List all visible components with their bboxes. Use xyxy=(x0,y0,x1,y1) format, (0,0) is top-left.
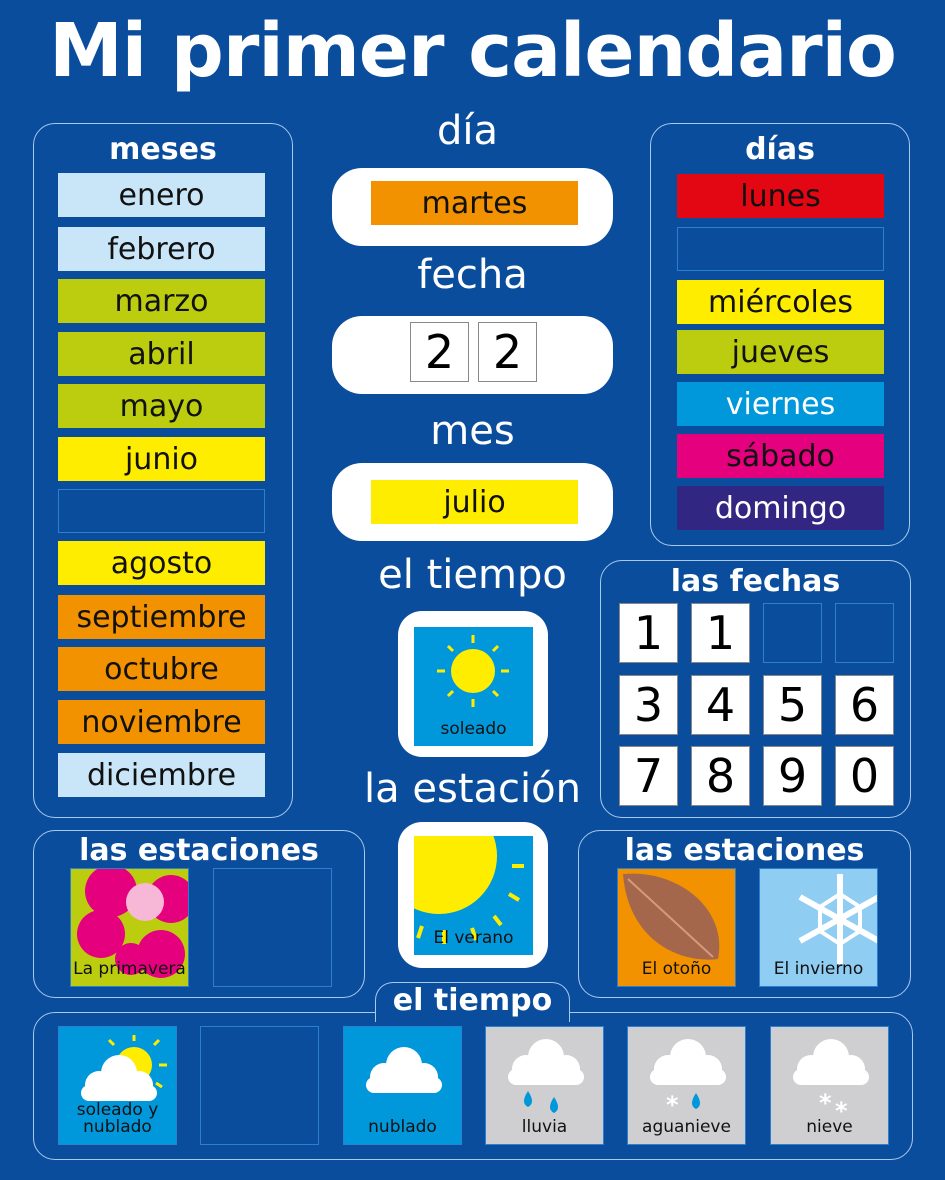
weather-caption: nublado xyxy=(368,1117,437,1137)
weather-heading: el tiempo xyxy=(392,983,553,1018)
snow-cloud-icon: * * xyxy=(793,1039,869,1125)
season-holder[interactable]: El verano xyxy=(398,822,548,968)
month-holder[interactable]: julio xyxy=(332,463,613,541)
current-month-card[interactable]: julio xyxy=(371,480,578,524)
day-card[interactable]: domingo xyxy=(677,486,884,530)
season-empty-slot[interactable] xyxy=(213,868,332,987)
date-digit-card[interactable]: 1 xyxy=(619,603,678,663)
weather-card[interactable]: lluvia xyxy=(485,1026,604,1145)
cloud-icon xyxy=(366,1047,442,1093)
season-card-winter[interactable]: El invierno xyxy=(759,868,878,987)
season-caption: El otoño xyxy=(641,959,712,979)
season-caption: El invierno xyxy=(773,959,864,979)
date-digit-card[interactable]: 7 xyxy=(619,746,678,806)
date-digit-tens[interactable]: 2 xyxy=(410,322,469,382)
day-card[interactable]: lunes xyxy=(677,174,884,218)
date-empty-slot[interactable] xyxy=(835,603,894,663)
date-digit-card[interactable]: 6 xyxy=(835,675,894,735)
month-card[interactable]: junio xyxy=(58,437,265,481)
date-label: fecha xyxy=(417,252,528,298)
month-label: mes xyxy=(430,408,515,454)
svg-text:*: * xyxy=(835,1097,848,1125)
weather-caption: nieve xyxy=(806,1117,853,1137)
current-season-caption: El verano xyxy=(433,928,514,948)
month-card[interactable]: abril xyxy=(58,332,265,376)
weather-empty-slot[interactable] xyxy=(200,1026,319,1145)
season-card-spring[interactable]: La primavera xyxy=(70,868,189,987)
month-card[interactable]: febrero xyxy=(58,227,265,271)
sun-icon xyxy=(437,635,509,707)
raindrop-icon xyxy=(692,1093,700,1109)
weather-caption: aguanieve xyxy=(642,1117,731,1137)
date-digit-card[interactable]: 8 xyxy=(691,746,750,806)
leaf-icon xyxy=(623,873,720,960)
snowflake-icon xyxy=(798,874,877,964)
month-empty-slot[interactable] xyxy=(58,489,265,533)
date-digit-card[interactable]: 0 xyxy=(835,746,894,806)
day-empty-slot[interactable] xyxy=(677,227,884,271)
dates-heading: las fechas xyxy=(670,564,841,599)
current-day-card[interactable]: martes xyxy=(371,181,578,225)
page-title: Mi primer calendario xyxy=(49,8,897,94)
sleet-cloud-icon: * xyxy=(650,1039,726,1119)
date-digit-card[interactable]: 3 xyxy=(619,675,678,735)
months-heading: meses xyxy=(109,132,217,167)
month-card[interactable]: marzo xyxy=(58,279,265,323)
date-digit-card[interactable]: 4 xyxy=(691,675,750,735)
seasons-left-heading: las estaciones xyxy=(79,833,319,868)
month-card[interactable]: enero xyxy=(58,173,265,217)
month-card[interactable]: diciembre xyxy=(58,753,265,797)
days-panel: días xyxy=(650,123,910,546)
seasons-left-panel: las estaciones xyxy=(33,830,365,998)
day-card[interactable]: miércoles xyxy=(677,280,884,324)
current-weather-caption: soleado xyxy=(440,719,507,739)
weather-card[interactable]: * aguanieve xyxy=(627,1026,746,1145)
date-digit-card[interactable]: 5 xyxy=(763,675,822,735)
date-empty-slot[interactable] xyxy=(763,603,822,663)
date-digit-card[interactable]: 9 xyxy=(763,746,822,806)
current-season-card[interactable]: El verano xyxy=(414,836,533,955)
rain-cloud-icon xyxy=(508,1039,584,1113)
raindrop-icon xyxy=(524,1091,532,1107)
date-digit-card[interactable]: 1 xyxy=(691,603,750,663)
month-card[interactable]: septiembre xyxy=(58,595,265,639)
month-card[interactable]: octubre xyxy=(58,647,265,691)
summer-sun-icon xyxy=(414,836,524,944)
svg-text:*: * xyxy=(666,1091,679,1119)
sun-cloud-icon xyxy=(81,1035,167,1101)
date-holder[interactable]: 2 2 xyxy=(332,316,613,394)
raindrop-icon xyxy=(550,1097,558,1113)
weather-card[interactable]: * * nieve xyxy=(770,1026,889,1145)
season-label: la estación xyxy=(364,766,581,812)
day-holder[interactable]: martes xyxy=(332,168,613,246)
months-panel: meses xyxy=(33,123,293,818)
svg-text:*: * xyxy=(819,1089,832,1117)
month-card[interactable]: noviembre xyxy=(58,700,265,744)
weather-caption: lluvia xyxy=(521,1117,568,1137)
season-caption: La primavera xyxy=(73,959,186,979)
day-card[interactable]: sábado xyxy=(677,434,884,478)
weather-holder[interactable]: soleado xyxy=(398,611,548,757)
weather-card[interactable]: soleado y nublado xyxy=(58,1026,177,1145)
month-card[interactable]: mayo xyxy=(58,384,265,428)
day-card[interactable]: viernes xyxy=(677,382,884,426)
weather-tab: el tiempo xyxy=(375,982,570,1022)
seasons-right-heading: las estaciones xyxy=(624,833,865,868)
weather-label: el tiempo xyxy=(378,552,567,598)
dates-panel: las fechas xyxy=(600,560,911,818)
flower-icon xyxy=(77,869,188,978)
current-weather-card[interactable]: soleado xyxy=(414,627,533,746)
month-card[interactable]: agosto xyxy=(58,541,265,585)
days-heading: días xyxy=(745,132,815,167)
seasons-right-panel: las estaciones xyxy=(578,830,911,998)
day-label: día xyxy=(436,108,498,154)
weather-caption: soleado y nublado xyxy=(76,1100,159,1137)
date-digit-ones[interactable]: 2 xyxy=(478,322,537,382)
day-card[interactable]: jueves xyxy=(677,330,884,374)
season-card-autumn[interactable]: El otoño xyxy=(617,868,736,987)
weather-card[interactable]: nublado xyxy=(343,1026,462,1145)
